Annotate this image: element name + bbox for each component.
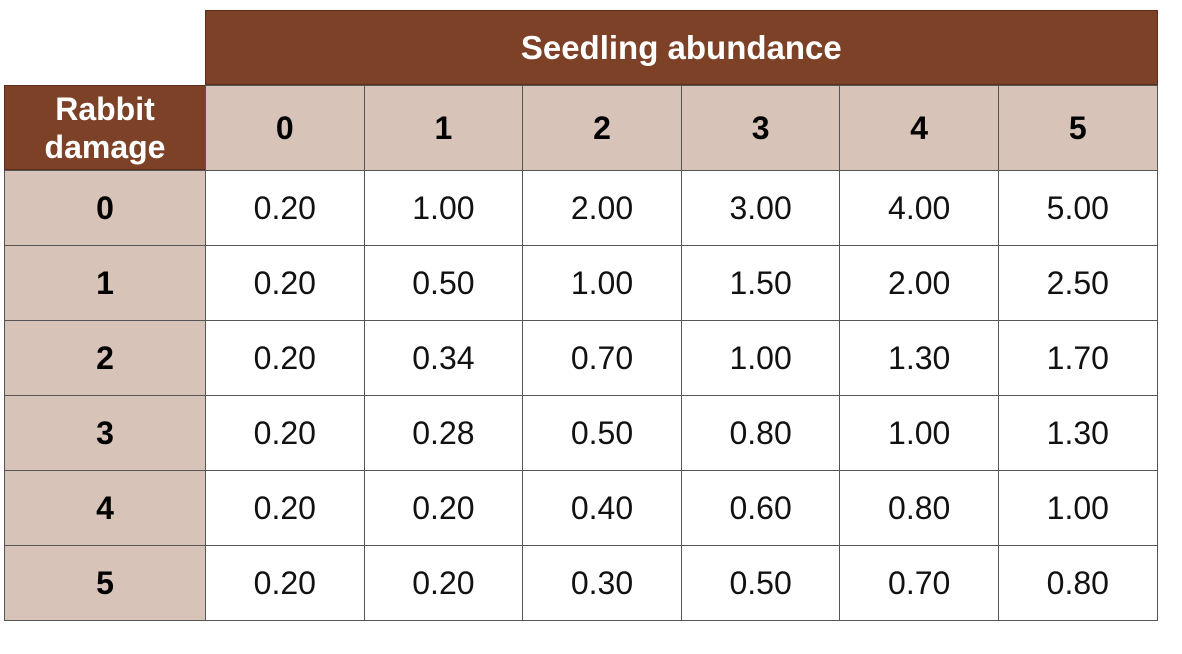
table-cell: 0.50 [522,395,682,471]
table-cell: 0.40 [522,470,682,546]
table-cell: 5.00 [998,170,1158,246]
row-header-title-line: Rabbit [55,90,155,127]
table-cell: 0.20 [205,545,365,621]
table-cell: 0.20 [205,170,365,246]
column-header-1: 1 [363,85,524,171]
table-cell: 1.70 [998,320,1158,396]
row-header-3: 3 [4,395,206,471]
table-cell: 1.00 [522,245,682,321]
row-header-title-line: damage [44,128,166,165]
row-header-4: 4 [4,470,206,546]
table-cell: 1.50 [680,245,841,321]
table-cell: 1.30 [998,395,1158,471]
column-header-4: 4 [839,85,999,171]
table-cell: 0.70 [522,320,682,396]
table-cell: 0.28 [363,395,524,471]
table-cell: 2.00 [839,245,999,321]
table-cell: 1.30 [839,320,999,396]
table-cell: 0.20 [205,320,365,396]
table-cell: 0.80 [680,395,841,471]
table-cell: 0.50 [363,245,524,321]
table-cell: 1.00 [998,470,1158,546]
column-header-2: 2 [522,85,682,171]
table-cell: 0.34 [363,320,524,396]
row-header-1: 1 [4,245,206,321]
column-header-3: 3 [680,85,841,171]
table-cell: 0.20 [205,395,365,471]
table-cell: 1.00 [839,395,999,471]
table-cell: 0.20 [363,545,524,621]
table-cell: 2.00 [522,170,682,246]
table-cell: 0.20 [205,245,365,321]
column-header-5: 5 [998,85,1158,171]
table-cell: 0.70 [839,545,999,621]
table-cell: 3.00 [680,170,841,246]
table-cell: 0.80 [839,470,999,546]
table-cell: 0.20 [205,470,365,546]
table-cell: 2.50 [998,245,1158,321]
column-header-0: 0 [205,85,365,171]
row-header-5: 5 [4,545,206,621]
table-cell: 0.80 [998,545,1158,621]
table-cell: 0.30 [522,545,682,621]
column-group-title: Seedling abundance [205,10,1158,85]
table-cell: 0.50 [680,545,841,621]
table-cell: 1.00 [680,320,841,396]
row-header-0: 0 [4,170,206,246]
table-cell: 1.00 [363,170,524,246]
table-cell: 0.20 [363,470,524,546]
row-header-title: Rabbit damage [4,85,206,170]
table-cell: 4.00 [839,170,999,246]
row-header-2: 2 [4,320,206,396]
table-cell: 0.60 [680,470,841,546]
